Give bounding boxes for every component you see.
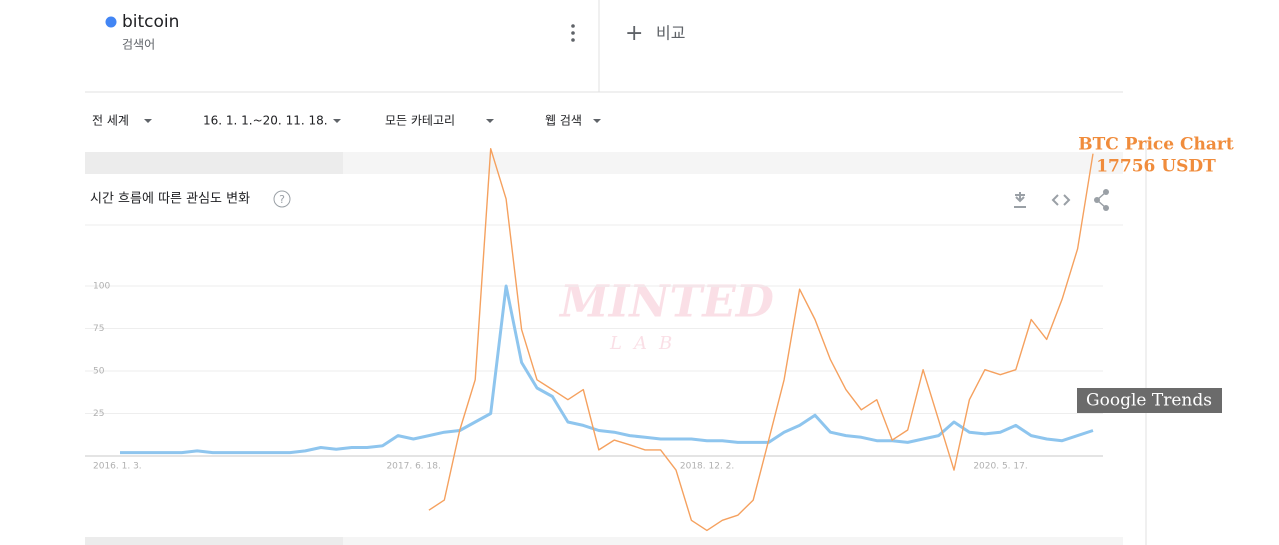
share-icon[interactable] bbox=[1094, 189, 1109, 211]
y-tick-label: 75 bbox=[93, 324, 104, 334]
y-tick-label: 50 bbox=[93, 367, 105, 377]
band bbox=[343, 152, 1123, 174]
y-tick-label: 25 bbox=[93, 409, 104, 419]
download-icon[interactable] bbox=[1014, 192, 1026, 208]
x-tick-label: 2020. 5. 17. bbox=[973, 462, 1027, 472]
x-tick-label: 2016. 1. 3. bbox=[93, 462, 142, 472]
term[interactable]: bitcoin bbox=[122, 12, 179, 32]
plus-icon: + bbox=[625, 21, 643, 46]
series-line bbox=[120, 284, 1094, 455]
watermark-text: MINTED bbox=[558, 277, 774, 328]
term-type: 검색어 bbox=[122, 38, 155, 52]
band bbox=[85, 152, 343, 174]
filter-category[interactable]: 모든 카테고리 bbox=[385, 114, 455, 128]
help-icon[interactable] bbox=[273, 190, 291, 208]
dropdown-arrow bbox=[144, 119, 152, 123]
band bbox=[343, 537, 1123, 545]
dropdown-arrow bbox=[593, 119, 601, 123]
annotation: 17756 USDT bbox=[1096, 157, 1216, 177]
y-tick-label: 100 bbox=[93, 282, 110, 292]
series-line bbox=[428, 148, 1094, 532]
overlay-label: Google Trends bbox=[1086, 391, 1212, 411]
filter-date[interactable]: 16. 1. 1.~20. 11. 18. bbox=[203, 114, 328, 128]
band bbox=[85, 537, 343, 545]
legend-dot bbox=[105, 16, 117, 28]
filter-search[interactable]: 웹 검색 bbox=[545, 114, 582, 128]
x-tick-label: 2018. 12. 2. bbox=[680, 462, 734, 472]
annotation-title: BTC Price Chart bbox=[1078, 135, 1234, 155]
watermark-text: LAB bbox=[609, 333, 684, 354]
x-tick-label: 2017. 6. 18. bbox=[386, 462, 440, 472]
watermark: MINTED LAB bbox=[558, 277, 774, 355]
filter-region[interactable]: 전 세계 bbox=[92, 114, 129, 128]
help-icon-mark: ? bbox=[279, 193, 285, 206]
section-title: 시간 흐름에 따른 관심도 변화 bbox=[90, 192, 250, 207]
dropdown-arrow bbox=[486, 119, 494, 123]
plot: 25 50 75 100 2016. 1. 3. 2017. 6. 18. 2018. 12… bbox=[85, 148, 1103, 532]
overlay-label-box bbox=[1077, 388, 1222, 413]
compare[interactable]: 비교 bbox=[656, 24, 685, 43]
dropdown-arrow bbox=[333, 119, 341, 123]
embed-icon[interactable] bbox=[1051, 194, 1071, 206]
more-menu[interactable] bbox=[571, 24, 575, 42]
